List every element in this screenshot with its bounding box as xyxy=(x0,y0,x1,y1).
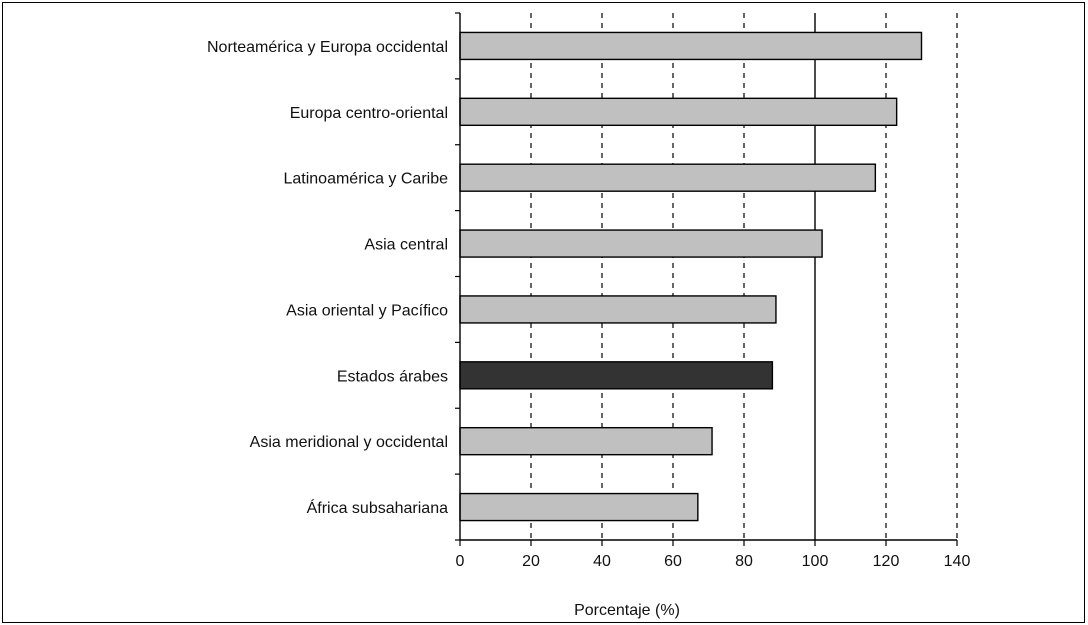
bar-2 xyxy=(459,163,877,192)
category-label-7: África subsahariana xyxy=(307,498,449,517)
category-label-5: Estados árabes xyxy=(337,368,448,385)
category-labels: Norteamérica y Europa occidental Europa c… xyxy=(207,39,448,517)
category-label-4: Asia oriental y Pacífico xyxy=(286,302,448,319)
tick-labels: 0 20 40 60 80 100 120 140 xyxy=(456,553,971,570)
bar-7 xyxy=(459,492,699,522)
x-tick-label-140: 140 xyxy=(944,553,971,570)
bar-4 xyxy=(459,295,777,324)
axes xyxy=(455,12,958,546)
x-tick-label-60: 60 xyxy=(664,553,682,570)
bars xyxy=(459,31,923,522)
x-tick-label-40: 40 xyxy=(593,553,611,570)
category-label-6: Asia meridional y occidental xyxy=(250,434,448,451)
category-label-2: Latinoamérica y Caribe xyxy=(283,171,448,188)
bar-1 xyxy=(459,97,898,127)
x-tick-label-20: 20 xyxy=(522,553,540,570)
x-tick-label-0: 0 xyxy=(456,553,465,570)
x-tick-label-80: 80 xyxy=(735,553,753,570)
x-axis-title: Porcentaje (%) xyxy=(574,602,680,619)
x-tick-label-100: 100 xyxy=(802,553,829,570)
bar-6 xyxy=(459,426,713,456)
grid-lines xyxy=(530,13,958,540)
category-label-0: Norteamérica y Europa occidental xyxy=(207,39,448,56)
bar-5 xyxy=(459,361,774,390)
bar-3 xyxy=(459,229,823,258)
bar-0 xyxy=(459,31,923,61)
category-label-1: Europa centro-oriental xyxy=(290,105,448,122)
bar-chart: Norteamérica y Europa occidental Europa c… xyxy=(207,12,971,619)
category-label-3: Asia central xyxy=(364,237,448,254)
x-tick-label-120: 120 xyxy=(873,553,900,570)
